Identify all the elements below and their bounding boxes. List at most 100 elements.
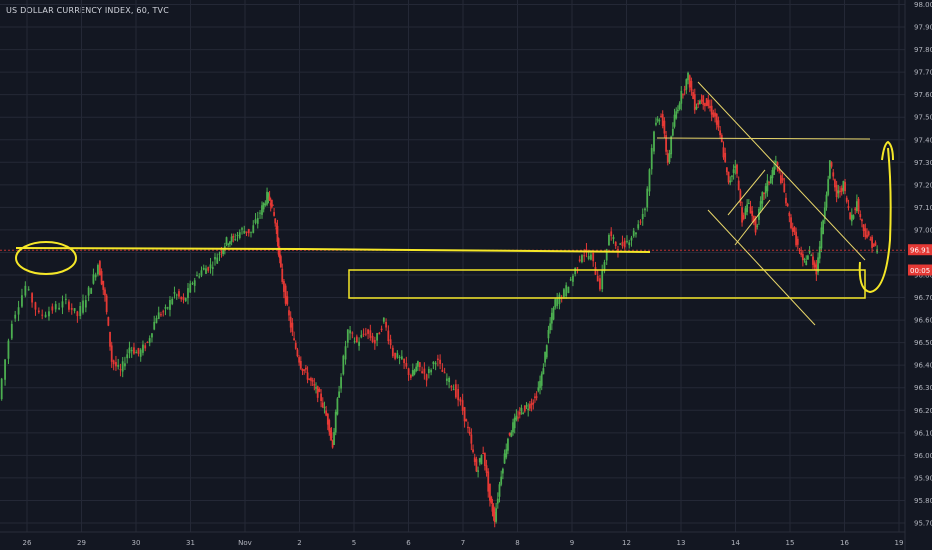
candle-body	[128, 347, 131, 354]
candle-body	[549, 323, 552, 330]
candle-body	[766, 180, 769, 192]
candle-body	[876, 249, 879, 253]
candle-body	[371, 335, 374, 343]
candle-body	[273, 212, 275, 216]
candle-body	[830, 162, 833, 167]
candle-body	[491, 504, 494, 512]
candle-body	[532, 402, 535, 405]
candle-body	[400, 356, 403, 360]
candle-body	[316, 386, 319, 398]
candle-body	[133, 347, 135, 354]
candle-body	[783, 183, 786, 193]
x-tick-label: 30	[132, 539, 141, 547]
candle-body	[719, 130, 722, 136]
candle-body	[692, 92, 695, 100]
candle-body	[325, 410, 328, 416]
candle-body	[286, 296, 289, 305]
candle-body	[84, 300, 87, 308]
candle-body	[51, 306, 54, 311]
candle-body	[528, 404, 531, 409]
candle-body	[747, 203, 750, 205]
candle-body	[690, 80, 693, 91]
candle-body	[321, 402, 324, 408]
candle-body	[619, 243, 622, 245]
candle-body	[710, 105, 713, 115]
candle-body	[646, 188, 649, 208]
candle-body	[48, 311, 50, 317]
candle-body	[818, 246, 821, 259]
candle-body	[187, 288, 189, 299]
candle-body	[283, 281, 285, 292]
candle-body	[267, 193, 270, 199]
candle-body	[262, 202, 265, 210]
y-tick-label: 96.60	[914, 317, 932, 325]
candle-body	[525, 405, 528, 407]
candle-body	[736, 164, 738, 174]
candle-body	[222, 249, 225, 255]
candle-body	[850, 214, 853, 222]
candle-body	[130, 350, 133, 352]
candle-body	[306, 372, 309, 380]
candle-body	[732, 169, 735, 174]
candle-body	[220, 251, 223, 253]
candle-body	[441, 369, 444, 372]
candle-body	[554, 299, 557, 308]
candle-body	[822, 220, 825, 235]
candle-body	[304, 367, 307, 370]
candle-body	[104, 289, 106, 296]
candle-body	[754, 218, 757, 233]
candle-body	[563, 289, 565, 297]
candle-body	[112, 360, 115, 365]
candle-body	[430, 369, 433, 373]
candle-body	[318, 389, 321, 392]
candle-body	[243, 230, 246, 234]
candle-body	[671, 128, 674, 136]
candle-body	[398, 356, 401, 358]
candle-body	[737, 180, 740, 191]
candle-body	[27, 289, 30, 291]
candle-body	[812, 256, 814, 265]
candle-body	[124, 363, 126, 367]
candle-body	[252, 225, 255, 233]
candle-body	[675, 111, 678, 119]
x-tick-label: 6	[406, 539, 411, 547]
candle-body	[270, 199, 273, 208]
candle-body	[542, 368, 545, 375]
candle-body	[852, 215, 855, 219]
candle-body	[472, 449, 474, 453]
y-tick-label: 97.10	[914, 204, 932, 212]
candle-body	[805, 260, 808, 266]
candle-body	[741, 207, 743, 223]
y-tick-label: 95.90	[914, 474, 932, 482]
candle-body	[594, 267, 597, 275]
candle-body	[489, 483, 491, 501]
candle-body	[14, 314, 17, 319]
annotation-horizontal-line	[15, 247, 651, 253]
candle-body	[473, 457, 476, 462]
candle-body	[655, 122, 657, 125]
candle-body	[800, 252, 803, 255]
candle-body	[301, 369, 304, 372]
candle-body	[478, 458, 481, 463]
channel-upper-line	[697, 81, 866, 261]
candle-body	[537, 387, 540, 391]
candle-body	[423, 368, 426, 374]
candle-body	[492, 508, 495, 517]
chart-title: US DOLLAR CURRENCY INDEX, 60, TVC	[6, 6, 170, 15]
candle-body	[146, 341, 149, 343]
candle-body	[465, 419, 468, 422]
candle-body	[547, 330, 550, 339]
candle-body	[436, 358, 439, 361]
candle-body	[872, 244, 875, 247]
candle-body	[857, 198, 860, 212]
candle-body	[803, 259, 806, 261]
candle-body	[261, 205, 263, 215]
candle-body	[439, 359, 442, 364]
candle-body	[207, 267, 210, 271]
candle-body	[480, 455, 483, 465]
candle-body	[680, 90, 683, 104]
y-tick-label: 96.70	[914, 294, 932, 302]
candle-body	[173, 291, 176, 294]
candle-body	[413, 370, 416, 375]
